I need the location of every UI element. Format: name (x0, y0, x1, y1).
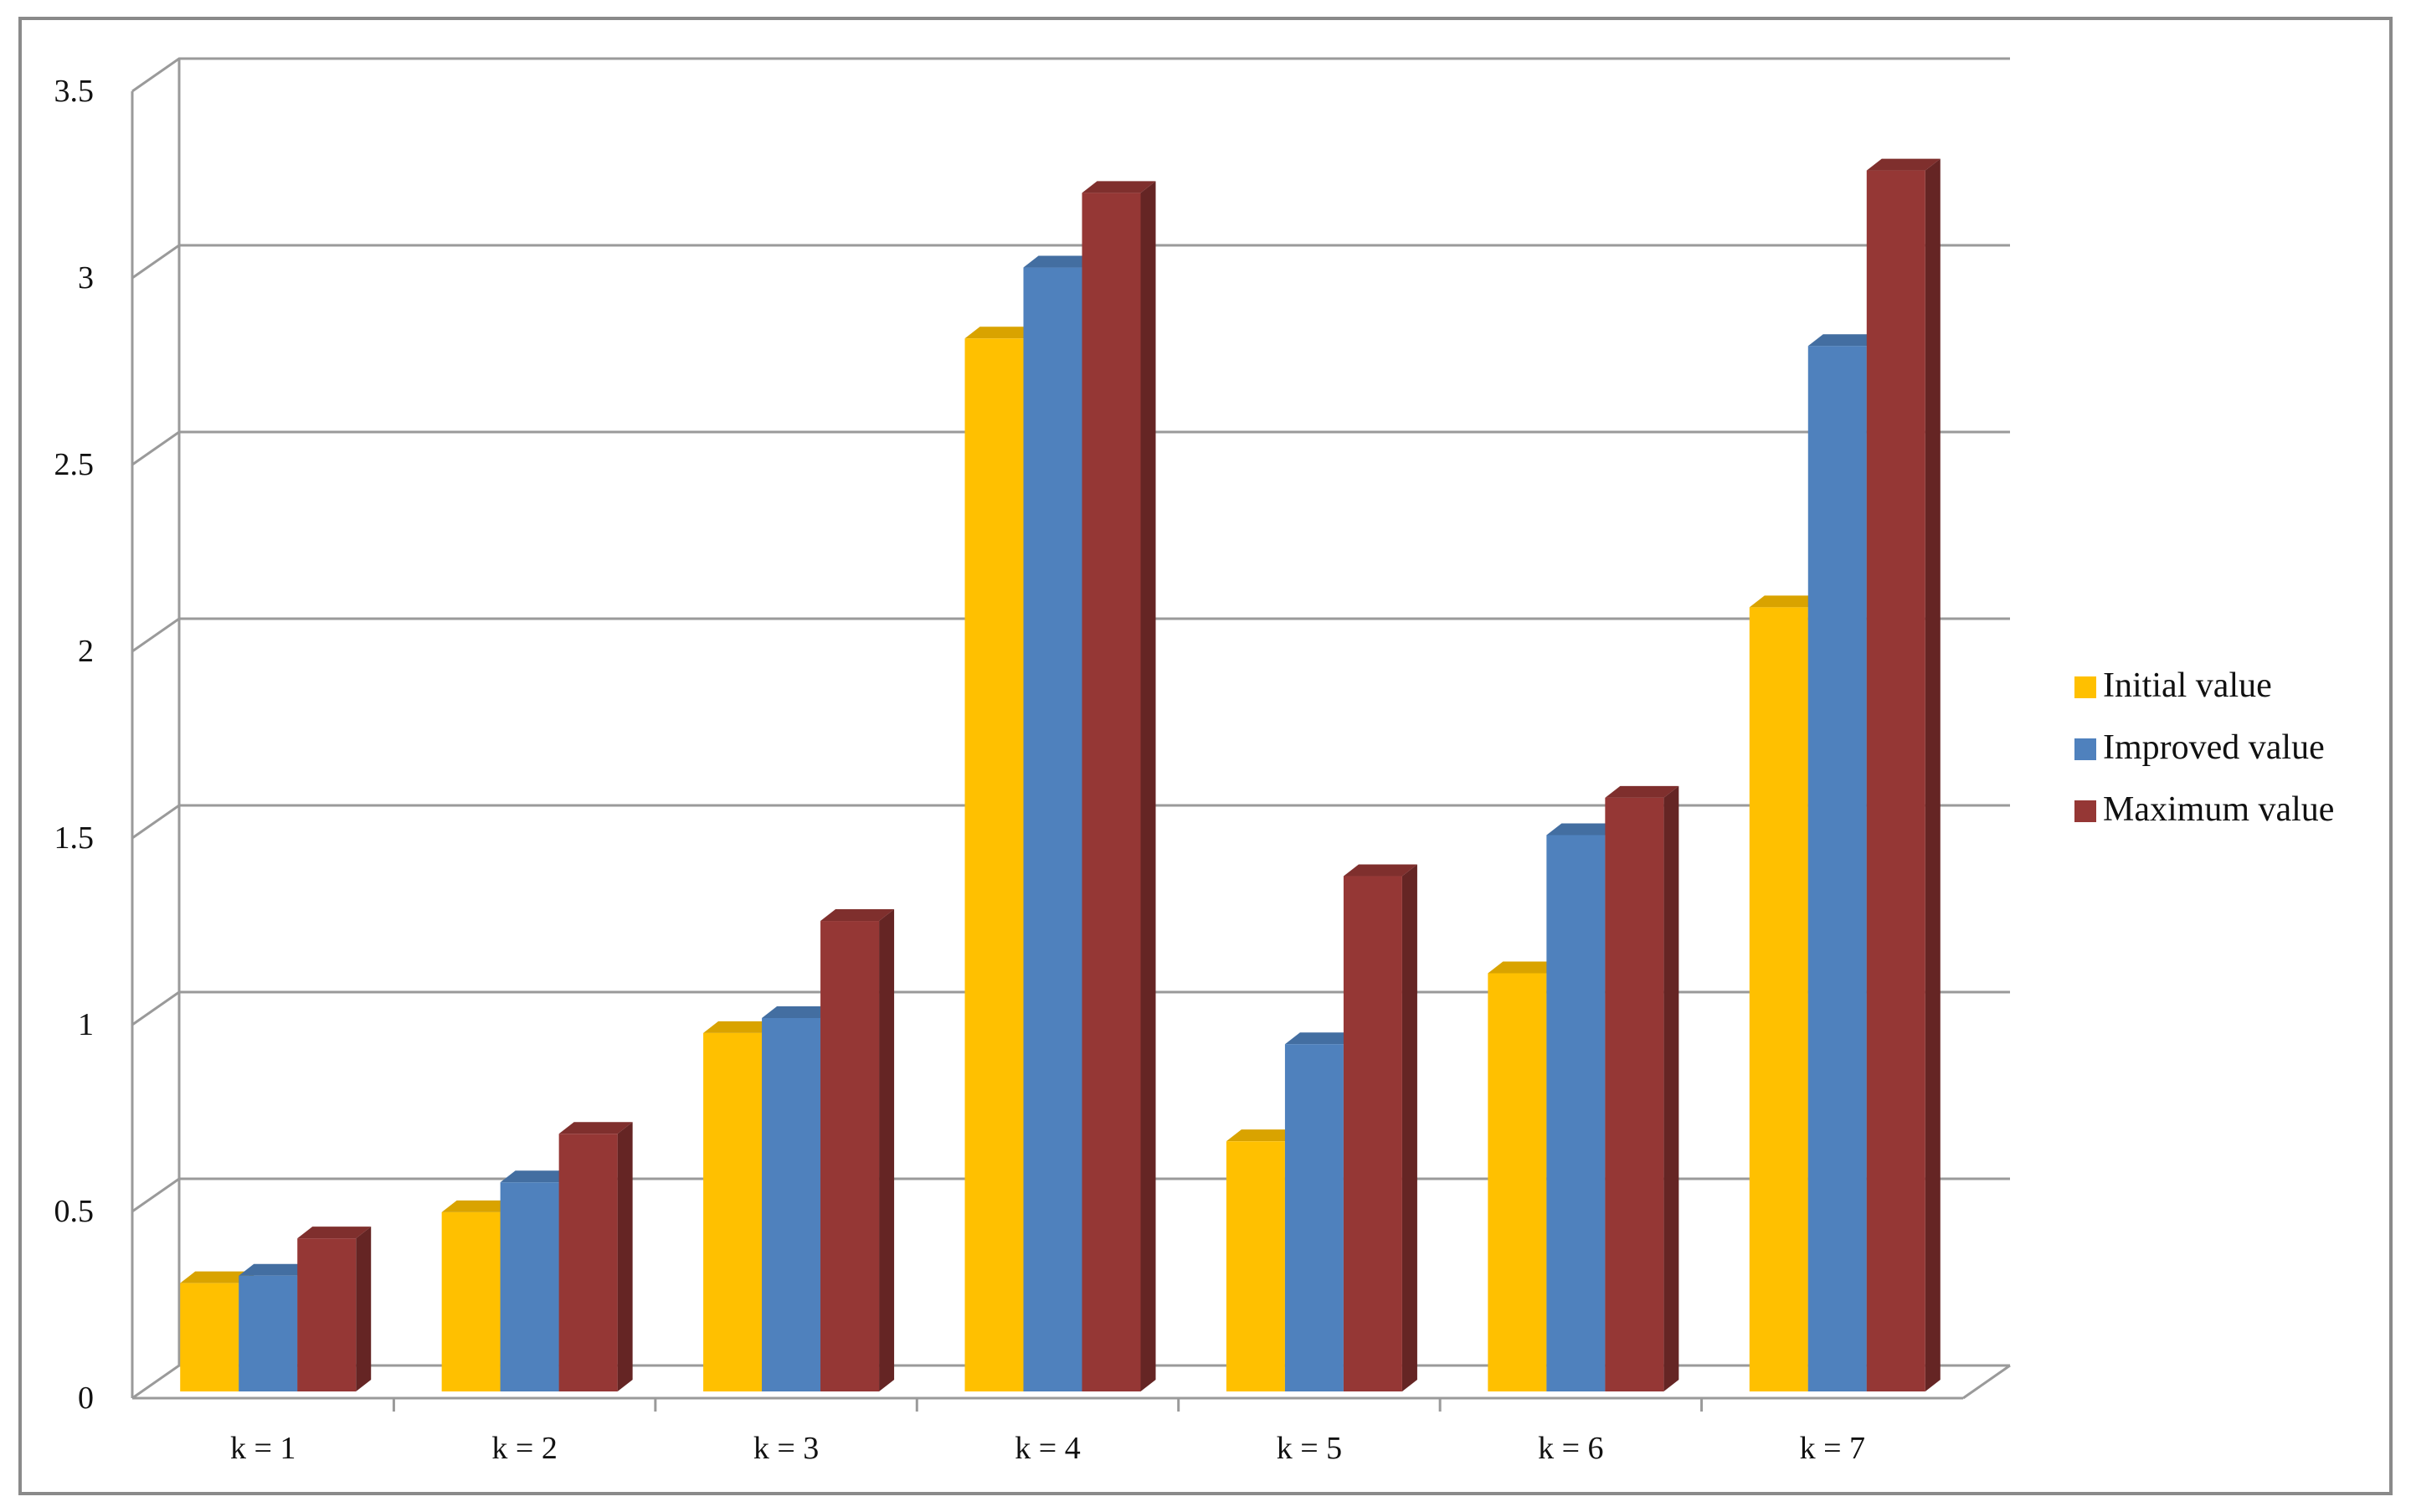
bar-front (1605, 797, 1664, 1391)
gridline (131, 244, 2010, 280)
x-tick-label: k = 7 (1800, 1431, 1865, 1466)
axes (131, 91, 2011, 1412)
x-tick-label: k = 1 (230, 1431, 296, 1466)
bar-top (1082, 181, 1156, 193)
y-tick-label: 2.5 (54, 447, 95, 482)
bar-front (1343, 876, 1402, 1391)
bar-top (703, 1021, 778, 1033)
bar-top (500, 1170, 574, 1183)
legend-item: Maximum value (2074, 790, 2334, 829)
legend-label: Maximum value (2103, 790, 2334, 829)
bar-top (1343, 864, 1417, 877)
bar-top (558, 1122, 633, 1134)
bar-maximum-value (1343, 864, 1417, 1391)
bars (180, 158, 1941, 1392)
bar-top (820, 909, 895, 922)
bar-front (1488, 973, 1547, 1391)
bar-maximum-value (1082, 181, 1156, 1392)
bar-side (879, 909, 895, 1391)
legend-swatch (2074, 738, 2096, 760)
legend: Initial value Improved value Maximum value (2074, 666, 2334, 829)
bar-front (762, 1018, 821, 1391)
bar-front (1546, 835, 1606, 1391)
gridline (131, 57, 2010, 93)
bar-side (1663, 785, 1679, 1391)
bar-top (762, 1006, 836, 1018)
bar-front (500, 1182, 559, 1391)
bar-top (441, 1200, 516, 1212)
x-tick-label: k = 2 (491, 1431, 557, 1466)
bar-side (356, 1227, 372, 1391)
bar-maximum-value (820, 909, 895, 1391)
tick-labels: 0 0.5 1 1.5 2 2.5 3 3.5 k = 1 k = 2 k = 3 k = 4 k = … (54, 74, 1866, 1466)
bar-maximum-value (1605, 785, 1679, 1391)
bar-front (1807, 346, 1867, 1392)
bar-top (1488, 961, 1562, 974)
y-tick-label: 3 (78, 260, 94, 296)
bar-top (297, 1227, 372, 1239)
bar-front (964, 338, 1024, 1391)
bar-top (1605, 785, 1679, 798)
y-tick-label: 0.5 (54, 1194, 95, 1229)
legend-item: Initial value (2074, 666, 2272, 705)
gridline (131, 430, 2010, 466)
y-tick-label: 1.5 (54, 820, 95, 856)
bar-top (1749, 595, 1823, 608)
bar-front (1284, 1044, 1344, 1391)
bar-maximum-value (1866, 158, 1941, 1392)
legend-swatch (2074, 676, 2096, 698)
legend-label: Initial value (2103, 666, 2272, 705)
bar-front (1082, 193, 1141, 1392)
x-tick-label: k = 5 (1277, 1431, 1342, 1466)
gridline (131, 617, 2010, 653)
bar-side (617, 1122, 633, 1391)
bar-front (441, 1211, 501, 1391)
bar-front (820, 921, 880, 1391)
bar-top (239, 1263, 313, 1276)
bar-front (703, 1032, 763, 1391)
bar-maximum-value (558, 1122, 633, 1391)
bar-top (1284, 1032, 1359, 1045)
bar-side (1401, 864, 1417, 1391)
bar-front (239, 1275, 298, 1391)
bar-front (1023, 267, 1082, 1391)
bar-front (1226, 1141, 1285, 1391)
legend-label: Improved value (2103, 728, 2325, 767)
legend-item: Improved value (2074, 728, 2325, 767)
y-tick-label: 2 (78, 634, 94, 669)
chart-frame (18, 17, 2393, 1495)
bar-front (1749, 607, 1808, 1391)
y-tick-label: 0 (78, 1381, 94, 1416)
y-tick-label: 3.5 (54, 74, 95, 109)
bar-front (297, 1238, 357, 1391)
bar-maximum-value (297, 1227, 372, 1391)
bar-top (1866, 158, 1941, 171)
bar-side (1925, 158, 1941, 1392)
y-tick-label: 1 (78, 1007, 94, 1042)
bar-top (1546, 823, 1621, 836)
bar-top (964, 327, 1039, 339)
bar-front (558, 1134, 618, 1391)
gridline (131, 804, 2010, 840)
gridlines (131, 57, 2010, 1400)
x-tick-label: k = 3 (753, 1431, 819, 1466)
bar-top (1807, 334, 1882, 347)
bar-top (1023, 255, 1098, 268)
x-tick-label: k = 6 (1538, 1431, 1603, 1466)
bar-side (1140, 181, 1156, 1392)
floor-right-edge (1962, 1364, 2011, 1400)
bar-front (180, 1283, 239, 1391)
bar-top (180, 1271, 254, 1283)
bar-front (1866, 170, 1925, 1392)
bar-top (1226, 1129, 1300, 1142)
x-tick-label: k = 4 (1015, 1431, 1080, 1466)
legend-swatch (2074, 800, 2096, 822)
